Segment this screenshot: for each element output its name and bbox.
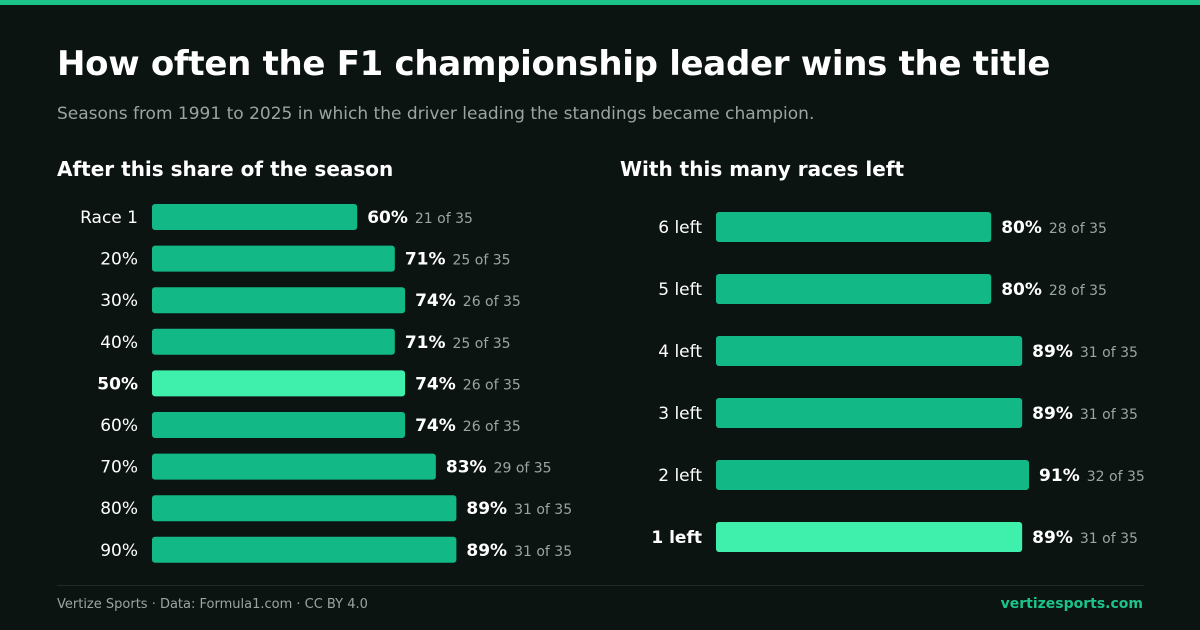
value-label: 74% bbox=[415, 374, 456, 394]
bar bbox=[716, 460, 1030, 490]
value-label: 80% bbox=[1001, 218, 1042, 238]
count-label: 25 of 35 bbox=[453, 336, 511, 352]
count-label: 26 of 35 bbox=[463, 377, 521, 393]
bar bbox=[152, 453, 436, 480]
value-label: 89% bbox=[1032, 342, 1073, 362]
category-label: 4 left bbox=[658, 342, 702, 362]
value-label: 83% bbox=[446, 458, 487, 478]
count-label: 32 of 35 bbox=[1087, 469, 1145, 485]
value-label: 74% bbox=[415, 416, 456, 436]
value-label: 71% bbox=[405, 250, 446, 270]
footer-divider bbox=[57, 585, 1144, 586]
bar bbox=[716, 212, 992, 242]
count-label: 31 of 35 bbox=[1080, 531, 1138, 547]
bar bbox=[152, 204, 358, 230]
bar bbox=[152, 245, 395, 272]
category-label: Race 1 bbox=[80, 208, 138, 228]
bar bbox=[152, 412, 406, 438]
count-label: 31 of 35 bbox=[514, 502, 572, 518]
count-label: 31 of 35 bbox=[1080, 345, 1138, 361]
bar bbox=[716, 274, 992, 304]
footer-site-link[interactable]: vertizesports.com bbox=[1000, 596, 1143, 612]
footer-credit: Vertize Sports · Data: Formula1.com · CC… bbox=[57, 597, 368, 612]
count-label: 31 of 35 bbox=[514, 544, 572, 560]
bar bbox=[152, 495, 457, 522]
count-label: 28 of 35 bbox=[1049, 221, 1107, 237]
value-label: 89% bbox=[466, 499, 507, 519]
count-label: 31 of 35 bbox=[1080, 407, 1138, 423]
bar bbox=[716, 398, 1023, 428]
bar bbox=[152, 328, 395, 355]
category-label: 80% bbox=[100, 499, 138, 519]
category-label: 30% bbox=[100, 291, 138, 311]
value-label: 91% bbox=[1039, 466, 1080, 486]
value-label: 80% bbox=[1001, 280, 1042, 300]
bar bbox=[152, 287, 406, 314]
category-label: 70% bbox=[100, 458, 138, 478]
category-label: 90% bbox=[100, 541, 138, 561]
count-label: 25 of 35 bbox=[453, 253, 511, 269]
category-label: 3 left bbox=[658, 404, 702, 424]
count-label: 29 of 35 bbox=[494, 461, 552, 477]
value-label: 60% bbox=[367, 208, 408, 228]
bar bbox=[716, 336, 1023, 366]
category-label: 50% bbox=[97, 374, 138, 394]
right-panel-title: With this many races left bbox=[620, 157, 905, 181]
category-label: 6 left bbox=[658, 218, 702, 238]
value-label: 89% bbox=[1032, 404, 1073, 424]
chart-title: How often the F1 championship leader win… bbox=[57, 44, 1051, 84]
category-label: 40% bbox=[100, 333, 138, 353]
value-label: 74% bbox=[415, 291, 456, 311]
count-label: 21 of 35 bbox=[415, 211, 473, 227]
chart-subtitle: Seasons from 1991 to 2025 in which the d… bbox=[57, 104, 815, 124]
value-label: 89% bbox=[466, 541, 507, 561]
bar bbox=[152, 370, 406, 397]
category-label: 2 left bbox=[658, 466, 702, 486]
category-label: 5 left bbox=[658, 280, 702, 300]
value-label: 71% bbox=[405, 333, 446, 353]
value-label: 89% bbox=[1032, 528, 1073, 548]
category-label: 1 left bbox=[651, 528, 702, 548]
count-label: 28 of 35 bbox=[1049, 283, 1107, 299]
category-label: 20% bbox=[100, 250, 138, 270]
bar bbox=[716, 522, 1023, 552]
bar bbox=[152, 536, 457, 563]
count-label: 26 of 35 bbox=[463, 294, 521, 310]
category-label: 60% bbox=[100, 416, 138, 436]
top-accent-bar bbox=[0, 0, 1200, 5]
left-panel-title: After this share of the season bbox=[57, 157, 394, 181]
season-share-bar-chart: Race 1 60% 21 of 35 20% 71% 25 of 35 30% 74% 26 … bbox=[80, 204, 572, 563]
count-label: 26 of 35 bbox=[463, 419, 521, 435]
